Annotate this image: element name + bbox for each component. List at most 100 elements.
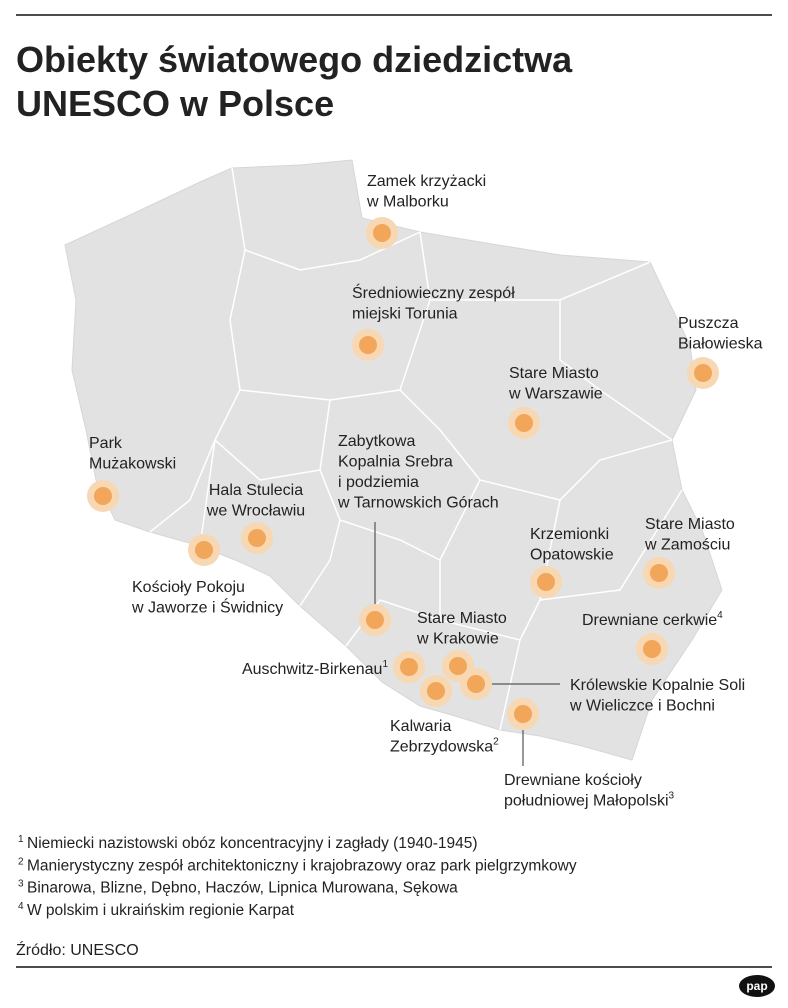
label-text: w Zamościu bbox=[644, 537, 730, 554]
footnote-mark: 3 bbox=[18, 879, 24, 890]
label-text: we Wrocławiu bbox=[206, 503, 305, 520]
site-label: Park bbox=[89, 435, 123, 452]
label-text: Kościoły Pokoju bbox=[132, 579, 245, 596]
label-text: Stare Miasto bbox=[509, 365, 599, 382]
footnote-mark: 4 bbox=[18, 901, 24, 912]
site-label: Zebrzydowska2 bbox=[390, 737, 499, 756]
label-text: południowej Małopolski bbox=[504, 793, 669, 810]
label-text: Auschwitz-Birkenau bbox=[242, 661, 383, 678]
site-dot bbox=[427, 682, 445, 700]
label-text: Mużakowski bbox=[89, 456, 176, 473]
site-dot bbox=[515, 414, 533, 432]
site-label: Zabytkowa bbox=[338, 433, 415, 450]
site-label: w Tarnowskich Górach bbox=[337, 495, 499, 512]
site-label: Królewskie Kopalnie Soli bbox=[570, 677, 745, 694]
footnote-text: Manierystyczny zespół architektoniczny i… bbox=[27, 857, 577, 874]
label-note: 3 bbox=[669, 791, 675, 802]
label-text: miejski Torunia bbox=[352, 306, 458, 323]
label-text: Stare Miasto bbox=[645, 516, 735, 533]
logo-badge bbox=[739, 975, 775, 997]
site-dot bbox=[514, 705, 532, 723]
label-text: Stare Miasto bbox=[417, 610, 507, 627]
label-text: w Wieliczce i Bochni bbox=[569, 698, 715, 715]
site-dot bbox=[449, 657, 467, 675]
site-dot bbox=[248, 529, 266, 547]
label-text: i podziemia bbox=[338, 474, 419, 491]
site-label: Drewniane cerkwie4 bbox=[582, 610, 723, 629]
label-text: w Jaworze i Świdnicy bbox=[131, 598, 283, 617]
site-label: Zamek krzyżacki bbox=[367, 173, 486, 190]
site-label: Kalwaria bbox=[390, 718, 451, 735]
label-text: w Krakowie bbox=[416, 631, 499, 648]
site-label: Hala Stulecia bbox=[209, 482, 303, 499]
site-label: w Jaworze i Świdnicy bbox=[131, 598, 283, 617]
label-text: Krzemionki bbox=[530, 526, 609, 543]
label-text: Kalwaria bbox=[390, 718, 451, 735]
site-label: Krzemionki bbox=[530, 526, 609, 543]
footnote-text: Niemiecki nazistowski obóz koncentracyjn… bbox=[27, 835, 478, 852]
site-dot bbox=[650, 564, 668, 582]
site-label: w Krakowie bbox=[416, 631, 499, 648]
site-label: w Malborku bbox=[366, 194, 449, 211]
site-dot bbox=[195, 541, 213, 559]
label-text: Zebrzydowska bbox=[390, 739, 493, 756]
site-label: Białowieska bbox=[678, 336, 763, 353]
site-label: w Wieliczce i Bochni bbox=[569, 698, 715, 715]
label-text: Puszcza bbox=[678, 315, 739, 332]
label-text: w Tarnowskich Górach bbox=[337, 495, 499, 512]
label-text: Królewskie Kopalnie Soli bbox=[570, 677, 745, 694]
footnote-mark: 2 bbox=[18, 856, 24, 867]
site-label: miejski Torunia bbox=[352, 306, 458, 323]
site-dot bbox=[366, 611, 384, 629]
logo: pap bbox=[746, 979, 767, 993]
site-label: Stare Miasto bbox=[417, 610, 507, 627]
label-text: Drewniane kościoły bbox=[504, 772, 642, 789]
site-label: Stare Miasto bbox=[645, 516, 735, 533]
site-label: Opatowskie bbox=[530, 547, 614, 564]
sites: Zamek krzyżacki w Malborku Średniowieczny … bbox=[87, 173, 763, 810]
label-note: 1 bbox=[382, 659, 388, 670]
title-line: Obiekty światowego dziedzictwa bbox=[16, 39, 573, 80]
site-label: Auschwitz-Birkenau1 bbox=[242, 659, 389, 678]
site-label: Stare Miasto bbox=[509, 365, 599, 382]
title-line: UNESCO w Polsce bbox=[16, 83, 334, 124]
label-text: Zabytkowa bbox=[338, 433, 415, 450]
site-dot bbox=[359, 336, 377, 354]
label-note: 4 bbox=[717, 610, 723, 621]
site-label: Mużakowski bbox=[89, 456, 176, 473]
site-dot bbox=[467, 675, 485, 693]
site-dot bbox=[94, 487, 112, 505]
label-text: w Warszawie bbox=[508, 386, 603, 403]
site-label: w Warszawie bbox=[508, 386, 603, 403]
site-label: Kopalnia Srebra bbox=[338, 454, 453, 471]
label-text: Opatowskie bbox=[530, 547, 614, 564]
site-dot bbox=[643, 640, 661, 658]
label-text: Hala Stulecia bbox=[209, 482, 303, 499]
site-label: we Wrocławiu bbox=[206, 503, 305, 520]
footnote-mark: 1 bbox=[18, 834, 24, 845]
site-label: i podziemia bbox=[338, 474, 419, 491]
site-label: południowej Małopolski3 bbox=[504, 791, 675, 810]
label-text: Drewniane cerkwie bbox=[582, 612, 717, 629]
label-text: Zamek krzyżacki bbox=[367, 173, 486, 190]
site-label: Drewniane kościoły bbox=[504, 772, 642, 789]
label-note: 2 bbox=[493, 737, 499, 748]
site-label: w Zamościu bbox=[644, 537, 730, 554]
label-text: Średniowieczny zespół bbox=[352, 283, 515, 302]
site-label: Puszcza bbox=[678, 315, 739, 332]
site-dot bbox=[400, 658, 418, 676]
footnote-text: W polskim i ukraińskim regionie Karpat bbox=[27, 902, 295, 919]
footnote-text: Binarowa, Blizne, Dębno, Haczów, Lipnica… bbox=[27, 880, 458, 897]
label-text: w Malborku bbox=[366, 194, 449, 211]
label-text: Kopalnia Srebra bbox=[338, 454, 453, 471]
site-dot bbox=[694, 364, 712, 382]
source: Źródło: UNESCO bbox=[16, 940, 139, 959]
site-dot bbox=[373, 224, 391, 242]
site-label: Średniowieczny zespół bbox=[352, 283, 515, 302]
label-text: Białowieska bbox=[678, 336, 763, 353]
footnotes: 1 Niemiecki nazistowski obóz koncentracyj… bbox=[18, 834, 577, 919]
site-dot bbox=[537, 573, 555, 591]
site-label: Kościoły Pokoju bbox=[132, 579, 245, 596]
label-text: Park bbox=[89, 435, 123, 452]
